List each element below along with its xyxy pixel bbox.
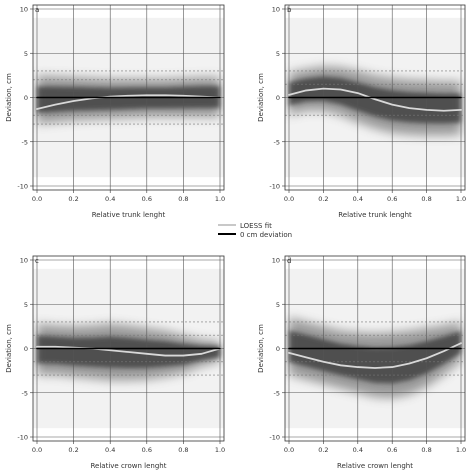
legend-label-loess: LOESS fit <box>240 222 272 230</box>
y-tick-label: 10 <box>20 6 28 14</box>
x-tick-label: 1.0 <box>215 195 225 203</box>
y-axis-label: Deviation, cm <box>257 324 265 373</box>
x-tick-label: 0.0 <box>32 195 42 203</box>
y-tick-label: 10 <box>272 6 280 14</box>
x-tick-label: 0.0 <box>284 195 294 203</box>
x-tick-label: 1.0 <box>215 446 225 454</box>
x-axis-label: Relative crown lenght <box>90 462 166 470</box>
y-tick-label: -10 <box>269 434 280 442</box>
series-loess-fit <box>288 342 462 369</box>
panel-label: d <box>287 257 291 265</box>
y-axis-label: Deviation, cm <box>257 73 265 122</box>
x-tick-label: 0.6 <box>142 195 152 203</box>
x-tick-label: 0.0 <box>284 446 294 454</box>
panel-a: a 10 5 0 -5 -10 0.0 0.2 0.4 0.6 0.8 1.0 Relative tru… <box>5 4 225 219</box>
x-axis-label: Relative trunk lenght <box>92 211 166 219</box>
plot-area <box>33 256 224 441</box>
plot-area <box>33 5 224 190</box>
series-loess-fit <box>288 87 462 112</box>
y-tick-label: 10 <box>20 257 28 265</box>
x-tick-label: 1.0 <box>456 446 466 454</box>
panels: a 10 5 0 -5 -10 0.0 0.2 0.4 0.6 0.8 1.0 Relative tru… <box>5 4 466 470</box>
y-tick-label: 10 <box>272 257 280 265</box>
x-tick-label: 0.8 <box>421 446 431 454</box>
x-axis-label: Relative crown lenght <box>337 462 413 470</box>
x-tick-label: 0.8 <box>178 195 188 203</box>
x-tick-label: 0.4 <box>105 195 115 203</box>
panel-label: b <box>287 6 292 14</box>
y-tick-label: 0 <box>24 345 28 353</box>
x-tick-label: 0.4 <box>105 446 115 454</box>
y-tick-label: -5 <box>274 389 280 397</box>
x-tick-label: 0.0 <box>32 446 42 454</box>
y-tick-label: -10 <box>17 183 28 191</box>
series-loess-fit <box>36 345 221 357</box>
x-tick-label: 0.4 <box>353 446 363 454</box>
x-tick-label: 0.2 <box>318 446 328 454</box>
panel-c: c 10 5 0 -5 -10 0.0 0.2 0.4 0.6 0.8 1.0 Relative cro… <box>5 255 225 470</box>
y-tick-label: 0 <box>276 345 280 353</box>
panel-d: d 10 5 0 -5 -10 0.0 0.2 0.4 0.6 0.8 1.0 Relative cro… <box>257 255 466 470</box>
y-tick-label: -10 <box>17 434 28 442</box>
x-tick-label: 0.2 <box>68 446 78 454</box>
panel-label: a <box>35 6 39 14</box>
series-loess-fit <box>36 94 221 110</box>
panel-b: b 10 5 0 -5 -10 0.0 0.2 0.4 0.6 0.8 1.0 Relative tru… <box>257 4 466 219</box>
y-axis-label: Deviation, cm <box>5 324 13 373</box>
x-tick-label: 0.4 <box>353 195 363 203</box>
panel-label: c <box>35 257 39 265</box>
legend-label-zero: 0 cm deviation <box>240 231 292 239</box>
y-tick-label: 5 <box>276 50 280 58</box>
legend: LOESS fit 0 cm deviation <box>218 222 292 239</box>
x-tick-label: 0.8 <box>421 195 431 203</box>
y-tick-label: -5 <box>274 138 280 146</box>
y-tick-label: 5 <box>276 301 280 309</box>
x-tick-label: 0.2 <box>68 195 78 203</box>
y-tick-label: -5 <box>22 138 28 146</box>
y-tick-label: 5 <box>24 301 28 309</box>
plot-area <box>285 256 465 441</box>
x-axis-label: Relative trunk lenght <box>338 211 412 219</box>
x-tick-label: 0.6 <box>387 446 397 454</box>
x-tick-label: 0.8 <box>178 446 188 454</box>
density-band-core <box>289 330 461 384</box>
x-tick-label: 1.0 <box>456 195 466 203</box>
y-tick-label: -5 <box>22 389 28 397</box>
plot-area <box>285 5 465 190</box>
x-tick-label: 0.2 <box>318 195 328 203</box>
y-tick-label: 0 <box>276 94 280 102</box>
y-tick-label: 0 <box>24 94 28 102</box>
x-tick-label: 0.6 <box>142 446 152 454</box>
y-tick-label: -10 <box>269 183 280 191</box>
density-band-core <box>37 86 220 114</box>
y-tick-label: 5 <box>24 50 28 58</box>
x-tick-label: 0.6 <box>387 195 397 203</box>
y-axis-label: Deviation, cm <box>5 73 13 122</box>
